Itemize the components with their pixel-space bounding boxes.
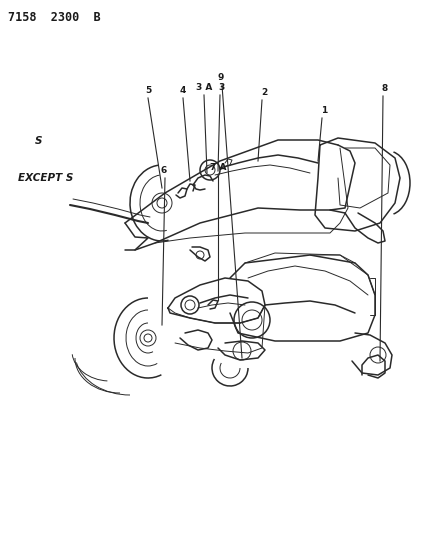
Text: 6: 6 [161, 166, 167, 175]
Text: 7158  2300  B: 7158 2300 B [8, 11, 101, 24]
Text: 9: 9 [218, 73, 224, 82]
Text: 3 A: 3 A [196, 83, 212, 92]
Text: 2: 2 [261, 88, 267, 97]
Text: 7 A: 7 A [210, 163, 226, 172]
Text: 5: 5 [145, 86, 151, 95]
Text: 3: 3 [219, 83, 225, 92]
Text: 1: 1 [321, 106, 327, 115]
Text: 8: 8 [382, 84, 388, 93]
Text: S: S [35, 136, 42, 146]
Text: EXCEPT S: EXCEPT S [18, 173, 73, 183]
Text: 4: 4 [180, 86, 186, 95]
